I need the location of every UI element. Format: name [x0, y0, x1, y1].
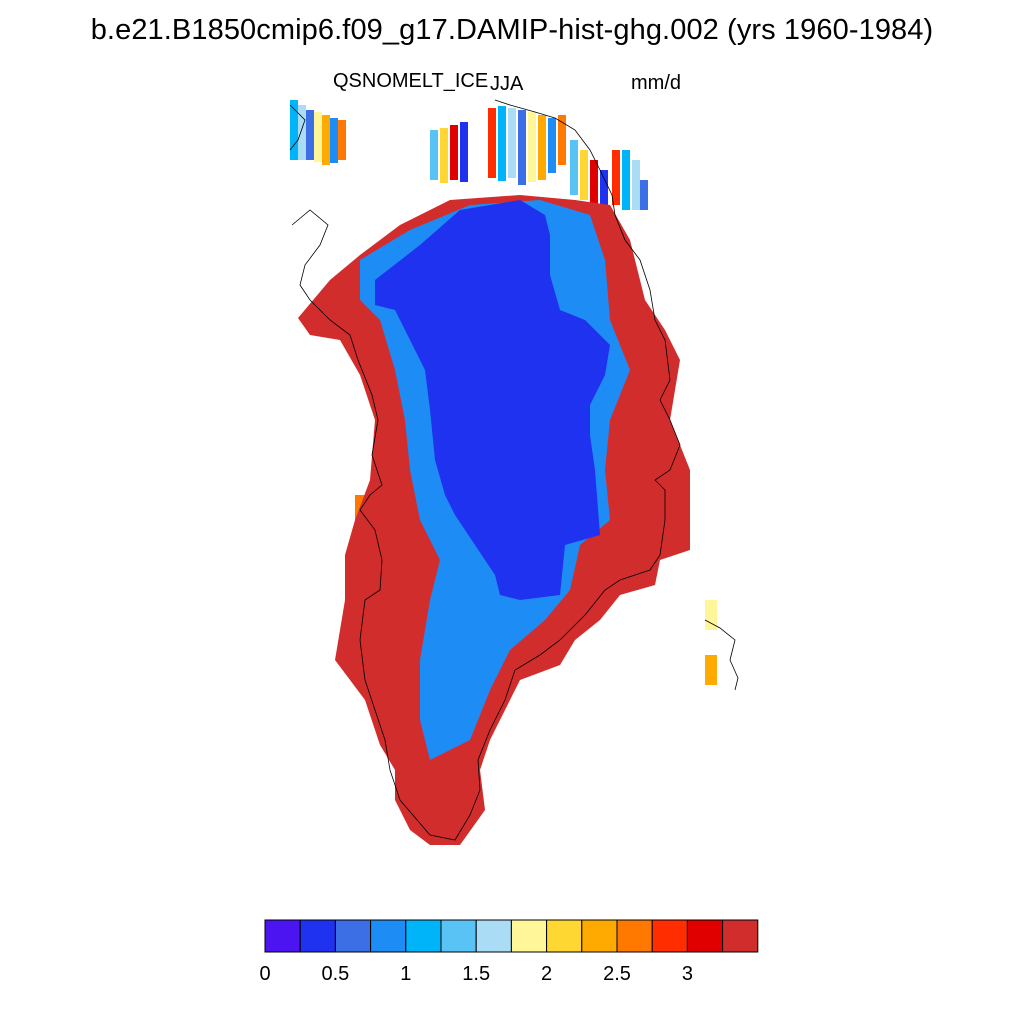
map-cell: [622, 150, 630, 210]
colorbar-tick-label: 0: [259, 963, 270, 985]
colorbar-tick-label: 0.5: [321, 963, 349, 985]
colorbar-box: [475, 919, 512, 953]
map-cell: [570, 140, 578, 195]
map-cell: [528, 112, 536, 182]
map-cell: [580, 150, 588, 200]
map-cell: [314, 112, 322, 162]
map-cell: [508, 108, 516, 178]
colorbar-ticks: 0 0.5 1 1.5 2 2.5 3: [259, 963, 693, 985]
colorbar-box: [405, 919, 442, 953]
colorbar-tick-label: 2.5: [603, 963, 631, 985]
colorbar-box: [440, 919, 477, 953]
colorbar-tick-label: 1.5: [462, 963, 490, 985]
colorbar-box: [581, 919, 618, 953]
colorbar-box: [722, 919, 759, 953]
colorbar-box: [510, 919, 548, 953]
map-cell: [338, 120, 346, 160]
map-cell: [330, 118, 338, 163]
colorbar-box: [546, 919, 583, 953]
map-cell: [558, 115, 566, 165]
season-label: JJA: [490, 73, 524, 95]
map-cell: [612, 150, 620, 205]
map-cell: [430, 130, 438, 180]
map-cell: [548, 118, 556, 173]
map-cell: [460, 122, 468, 182]
map-cell: [538, 115, 546, 180]
coastline: [289, 99, 739, 841]
colorbar-box: [264, 919, 301, 953]
colorbar-box: [651, 919, 688, 953]
map-cells: [290, 100, 717, 685]
map-cell: [705, 600, 717, 630]
map-cell: [498, 106, 506, 181]
map-cell: [705, 655, 717, 685]
map-cell: [440, 128, 448, 183]
map-cell: [590, 160, 598, 205]
plot-title: b.e21.B1850cmip6.f09_g17.DAMIP-hist-ghg.…: [90, 14, 934, 46]
colorbar-tick-label: 3: [682, 963, 693, 985]
map-cell: [640, 180, 648, 210]
map-cell: [518, 110, 526, 185]
units-label: mm/d: [631, 72, 681, 94]
colorbar-tick-label: 1: [400, 963, 411, 985]
colorbar-tick-label: 2: [541, 963, 552, 985]
colorbar-box: [370, 919, 407, 953]
colorbar-box: [686, 919, 724, 953]
colorbar-box: [299, 919, 336, 953]
colorbar-box: [616, 919, 653, 953]
variable-label: QSNOMELT_ICE: [333, 70, 489, 92]
map-cell: [488, 108, 496, 178]
map-cell: [632, 160, 640, 210]
map-cell: [450, 125, 458, 180]
interior-low-melt-region: [375, 200, 610, 600]
map-cell: [322, 115, 330, 165]
map-cell: [298, 105, 306, 160]
colorbar-box: [334, 919, 372, 953]
map-cell: [306, 110, 314, 160]
colorbar-boxes: [264, 919, 759, 953]
map-cell: [290, 100, 298, 160]
map-cell: [600, 170, 608, 215]
